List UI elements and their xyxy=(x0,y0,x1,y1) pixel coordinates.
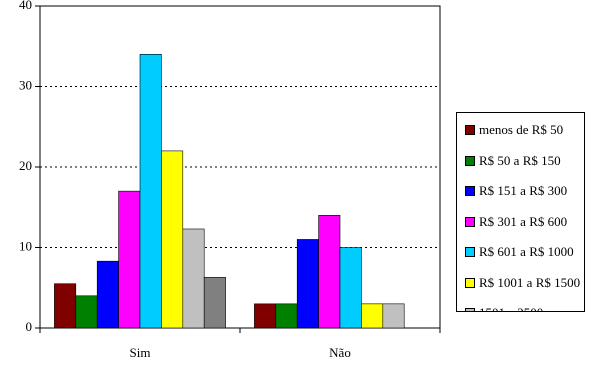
legend-item: R$ 1001 a R$ 1500 xyxy=(465,276,581,289)
bar xyxy=(75,295,98,329)
legend-swatch xyxy=(465,308,475,311)
bar xyxy=(54,283,77,329)
legend-swatch xyxy=(465,247,475,257)
bar xyxy=(203,276,226,329)
legend-item: R$ 301 a R$ 600 xyxy=(465,215,581,228)
y-tick-label: 10 xyxy=(19,238,32,253)
legend-item: R$ 601 a R$ 1000 xyxy=(465,245,581,258)
bar xyxy=(161,150,184,329)
y-tick-label: 0 xyxy=(26,319,33,334)
legend-label: menos de R$ 50 xyxy=(479,122,564,137)
legend-swatch xyxy=(465,216,475,227)
x-tick-label: Sim xyxy=(130,345,151,360)
bar xyxy=(182,228,205,329)
legend-label: R$ 151 a R$ 300 xyxy=(479,183,568,198)
legend-item: R$ 50 a R$ 150 xyxy=(465,154,581,167)
bar xyxy=(296,239,319,329)
bar xyxy=(118,190,141,329)
bar xyxy=(275,303,298,329)
bar xyxy=(339,247,362,329)
legend-swatch xyxy=(465,277,475,288)
bar xyxy=(382,303,405,329)
legend-swatch xyxy=(465,155,475,166)
bar xyxy=(139,53,162,329)
bar xyxy=(318,215,341,329)
legend-swatch xyxy=(465,125,475,135)
legend-item: menos de R$ 50 xyxy=(465,123,581,136)
bar xyxy=(361,303,384,329)
legend-swatch xyxy=(465,186,475,196)
legend-label: R$ 301 a R$ 600 xyxy=(479,213,568,229)
legend-label: R$ 50 a R$ 150 xyxy=(479,152,561,168)
y-tick-label: 40 xyxy=(19,0,32,12)
legend-label: R$ 601 a R$ 1000 xyxy=(479,244,574,259)
bar xyxy=(96,260,119,329)
bar xyxy=(254,303,277,329)
y-tick-label: 20 xyxy=(19,158,32,173)
legend-label: R$ 1001 a R$ 1500 xyxy=(479,274,581,290)
legend-item: 1501 a 2500 xyxy=(465,306,581,311)
legend-item: R$ 151 a R$ 300 xyxy=(465,184,581,197)
legend-label: 1501 a 2500 xyxy=(479,306,581,311)
legend: menos de R$ 50 R$ 50 a R$ 150 R$ 151 a R$ … xyxy=(456,112,585,312)
y-tick-label: 30 xyxy=(19,77,32,92)
x-tick-label: Não xyxy=(329,345,351,360)
